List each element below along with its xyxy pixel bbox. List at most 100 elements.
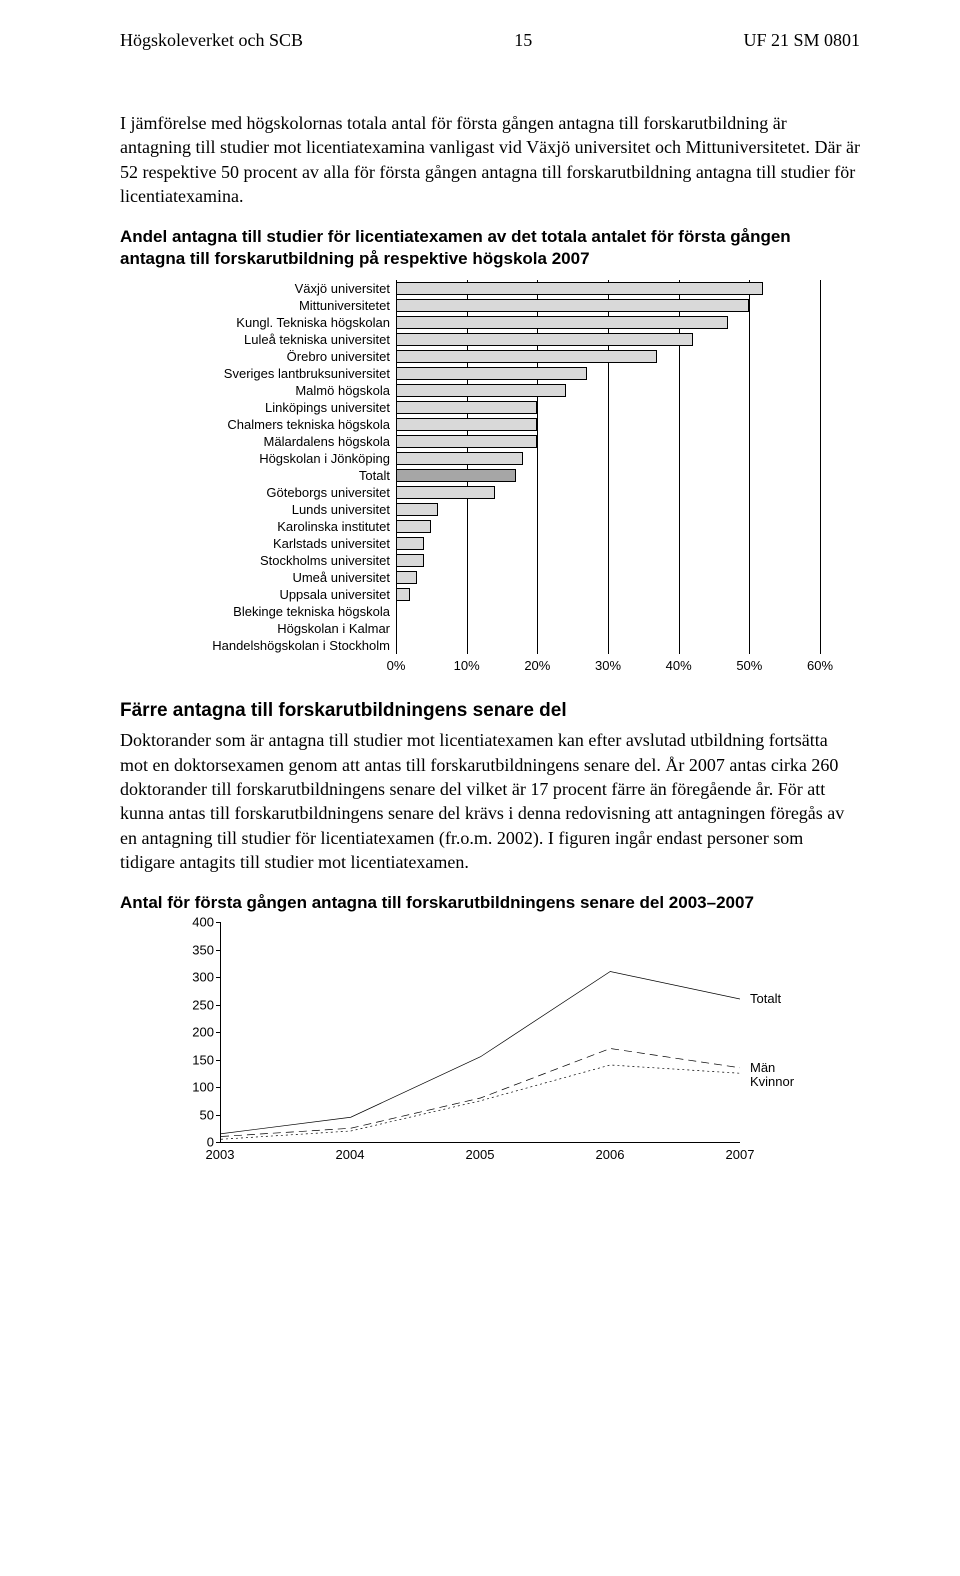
bar <box>396 503 438 516</box>
bar-row: Karlstads universitet <box>180 535 820 552</box>
x-tick-label: 2005 <box>466 1147 495 1162</box>
bar-label: Chalmers tekniska högskola <box>180 417 396 432</box>
bar-row: Lunds universitet <box>180 501 820 518</box>
bar <box>396 469 516 482</box>
x-tick-label: 0% <box>387 658 406 673</box>
bar-label: Handelshögskolan i Stockholm <box>180 638 396 653</box>
x-tick-label: 50% <box>736 658 762 673</box>
bar <box>396 435 537 448</box>
bar-row: Växjö universitet <box>180 280 820 297</box>
x-tick-label: 20% <box>524 658 550 673</box>
bar-row: Högskolan i Kalmar <box>180 620 820 637</box>
bar <box>396 401 537 414</box>
bar-label: Linköpings universitet <box>180 400 396 415</box>
header-right: UF 21 SM 0801 <box>743 30 860 51</box>
bar-row: Linköpings universitet <box>180 399 820 416</box>
legend-label: Män <box>750 1060 775 1075</box>
legend-label: Kvinnor <box>750 1074 794 1089</box>
bar-label: Uppsala universitet <box>180 587 396 602</box>
bar-row: Högskolan i Jönköping <box>180 450 820 467</box>
series-totalt <box>221 972 740 1134</box>
line-chart-title: Antal för första gången antagna till for… <box>120 892 860 914</box>
x-tick-label: 40% <box>666 658 692 673</box>
bar-row: Göteborgs universitet <box>180 484 820 501</box>
bar <box>396 588 410 601</box>
bar-row: Stockholms universitet <box>180 552 820 569</box>
bar-row: Malmö högskola <box>180 382 820 399</box>
bar-label: Örebro universitet <box>180 349 396 364</box>
y-tick-label: 350 <box>192 942 214 957</box>
series-man <box>221 1049 740 1137</box>
bar-chart: Växjö universitet Mittuniversitetet Kungl.… <box>180 280 820 676</box>
bar-row: Uppsala universitet <box>180 586 820 603</box>
bar <box>396 520 431 533</box>
page-header: Högskoleverket och SCB 15 UF 21 SM 0801 <box>120 30 860 51</box>
bar-row: Handelshögskolan i Stockholm <box>180 637 820 654</box>
bar <box>396 316 728 329</box>
bar-row: Umeå universitet <box>180 569 820 586</box>
bar <box>396 571 417 584</box>
bar-row: Blekinge tekniska högskola <box>180 603 820 620</box>
bar-label: Umeå universitet <box>180 570 396 585</box>
bar <box>396 537 424 550</box>
x-tick-label: 30% <box>595 658 621 673</box>
bar-label: Lunds universitet <box>180 502 396 517</box>
bar-label: Blekinge tekniska högskola <box>180 604 396 619</box>
bar-row: Luleå tekniska universitet <box>180 331 820 348</box>
x-tick-label: 2003 <box>206 1147 235 1162</box>
header-page: 15 <box>514 30 532 51</box>
bar-label: Sveriges lantbruksuniversitet <box>180 366 396 381</box>
header-left: Högskoleverket och SCB <box>120 30 303 51</box>
bar <box>396 299 749 312</box>
bar-row: Karolinska institutet <box>180 518 820 535</box>
bar-label: Växjö universitet <box>180 281 396 296</box>
bar <box>396 350 657 363</box>
x-tick-label: 2004 <box>336 1147 365 1162</box>
x-tick-label: 2006 <box>596 1147 625 1162</box>
bar <box>396 486 495 499</box>
paragraph-intro: I jämförelse med högskolornas totala ant… <box>120 111 860 208</box>
bar <box>396 418 537 431</box>
line-chart: 0501001502002503003504002003200420052006… <box>180 922 820 1167</box>
bar-row: Totalt <box>180 467 820 484</box>
y-tick-label: 300 <box>192 970 214 985</box>
y-tick-label: 100 <box>192 1080 214 1095</box>
document-page: Högskoleverket och SCB 15 UF 21 SM 0801 … <box>0 0 960 1207</box>
bar-label: Luleå tekniska universitet <box>180 332 396 347</box>
bar-label: Högskolan i Jönköping <box>180 451 396 466</box>
paragraph-body: Doktorander som är antagna till studier … <box>120 728 860 874</box>
bar-label: Göteborgs universitet <box>180 485 396 500</box>
legend-label: Totalt <box>750 991 781 1006</box>
bar-row: Sveriges lantbruksuniversitet <box>180 365 820 382</box>
x-tick-label: 60% <box>807 658 833 673</box>
bar-label: Kungl. Tekniska högskolan <box>180 315 396 330</box>
bar <box>396 554 424 567</box>
section-heading: Färre antagna till forskarutbildningens … <box>120 700 860 722</box>
x-tick-label: 10% <box>454 658 480 673</box>
y-tick-label: 200 <box>192 1025 214 1040</box>
bar-label: Stockholms universitet <box>180 553 396 568</box>
bar-label: Totalt <box>180 468 396 483</box>
bar <box>396 452 523 465</box>
series-kvinnor <box>221 1065 740 1139</box>
bar <box>396 333 693 346</box>
bar-row: Chalmers tekniska högskola <box>180 416 820 433</box>
bar-row: Örebro universitet <box>180 348 820 365</box>
bar-row: Mälardalens högskola <box>180 433 820 450</box>
bar <box>396 367 587 380</box>
bar-label: Högskolan i Kalmar <box>180 621 396 636</box>
bar-row: Kungl. Tekniska högskolan <box>180 314 820 331</box>
y-tick-label: 150 <box>192 1052 214 1067</box>
bar-label: Karolinska institutet <box>180 519 396 534</box>
bar-label: Mittuniversitetet <box>180 298 396 313</box>
bar <box>396 384 566 397</box>
bar-label: Malmö högskola <box>180 383 396 398</box>
bar-label: Mälardalens högskola <box>180 434 396 449</box>
y-tick-label: 50 <box>200 1107 214 1122</box>
y-tick-label: 250 <box>192 997 214 1012</box>
bar-label: Karlstads universitet <box>180 536 396 551</box>
bar <box>396 282 763 295</box>
bar-row: Mittuniversitetet <box>180 297 820 314</box>
x-tick-label: 2007 <box>726 1147 755 1162</box>
y-tick-label: 400 <box>192 915 214 930</box>
